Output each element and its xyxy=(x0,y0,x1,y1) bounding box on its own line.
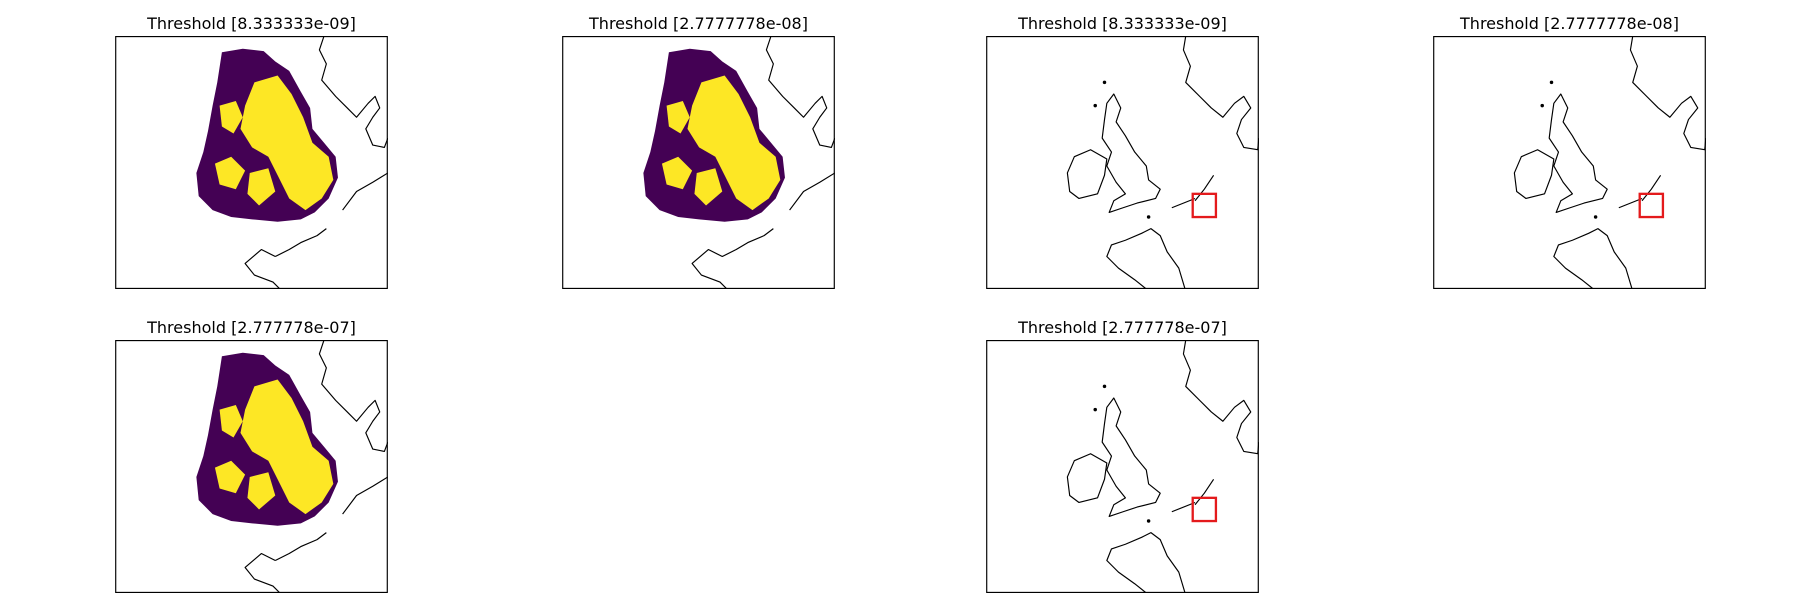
map-panel: Threshold [8.333333e-09] xyxy=(115,14,388,289)
map-panel: Threshold [2.7777778e-08] xyxy=(562,14,835,289)
panel-title: Threshold [2.777778e-07] xyxy=(1018,318,1227,337)
panel-title: Threshold [2.7777778e-08] xyxy=(589,14,808,33)
map xyxy=(1433,36,1706,289)
map xyxy=(562,36,835,289)
map xyxy=(115,36,388,289)
map-panel: Threshold [2.777778e-07] xyxy=(115,318,388,593)
map xyxy=(986,340,1259,593)
panel-title: Threshold [8.333333e-09] xyxy=(147,14,356,33)
map xyxy=(986,36,1259,289)
panel-title: Threshold [2.7777778e-08] xyxy=(1460,14,1679,33)
map xyxy=(115,340,388,593)
panel-title: Threshold [8.333333e-09] xyxy=(1018,14,1227,33)
map-panel: Threshold [8.333333e-09] xyxy=(986,14,1259,289)
map-panel: Threshold [2.777778e-07] xyxy=(986,318,1259,593)
panel-title: Threshold [2.777778e-07] xyxy=(147,318,356,337)
map-panel: Threshold [2.7777778e-08] xyxy=(1433,14,1706,289)
